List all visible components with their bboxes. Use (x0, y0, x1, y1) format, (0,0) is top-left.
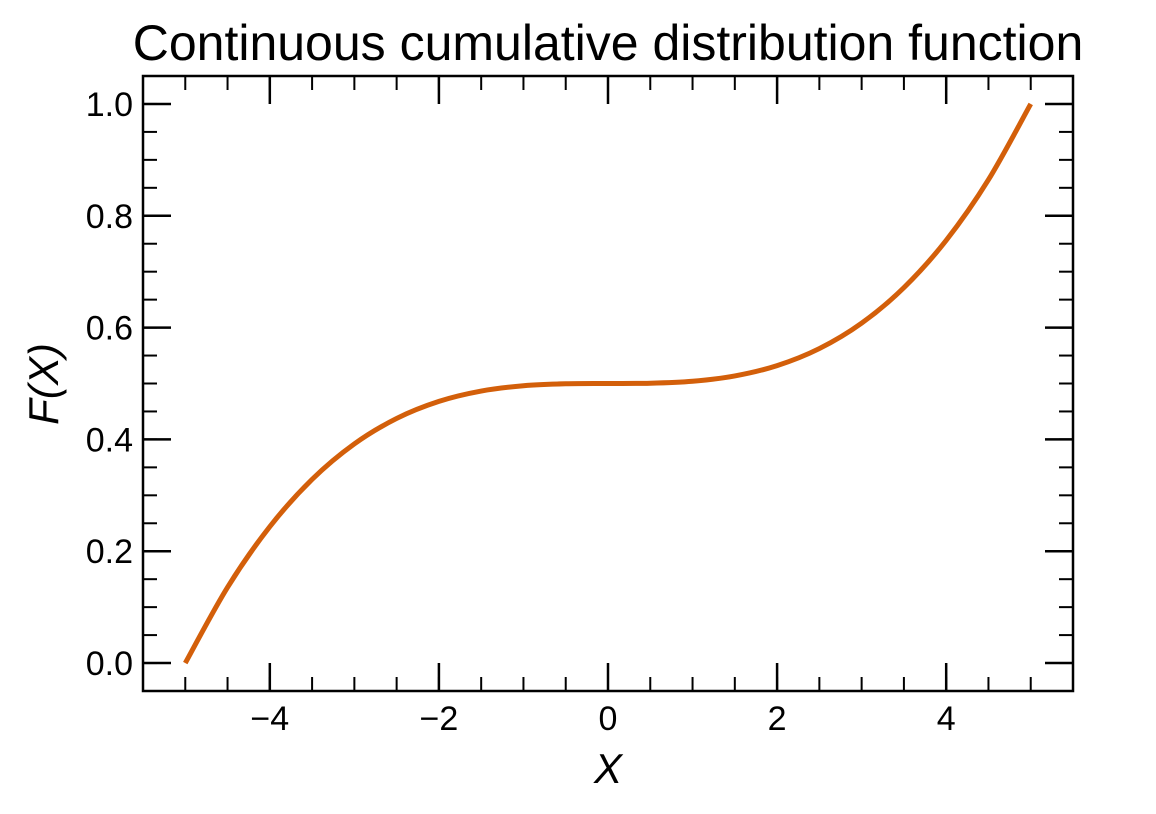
chart-title: Continuous cumulative distribution funct… (133, 15, 1084, 71)
tick-labels: −4 −2 0 2 4 0.0 0.2 0.4 0.6 0.8 1.0 (86, 86, 956, 738)
x-tick-label: −2 (420, 700, 459, 738)
y-tick-label: 0.6 (86, 310, 133, 348)
y-tick-label: 0.8 (86, 198, 133, 236)
y-tick-label: 0.0 (86, 645, 133, 683)
cdf-series-line (183, 102, 1033, 665)
y-tick-label: 1.0 (86, 86, 133, 124)
tick-marks (142, 75, 1074, 692)
x-tick-label: −4 (250, 700, 289, 738)
plot-frame (141, 74, 1075, 693)
series-layer (183, 102, 1033, 665)
x-tick-label: 0 (599, 700, 618, 738)
x-axis-label: X (593, 745, 624, 792)
x-tick-label: 2 (768, 700, 787, 738)
x-tick-label: 4 (937, 700, 956, 738)
y-tick-label: 0.2 (86, 533, 133, 571)
y-axis-label: F(X) (20, 343, 67, 425)
y-tick-label: 0.4 (86, 421, 133, 459)
